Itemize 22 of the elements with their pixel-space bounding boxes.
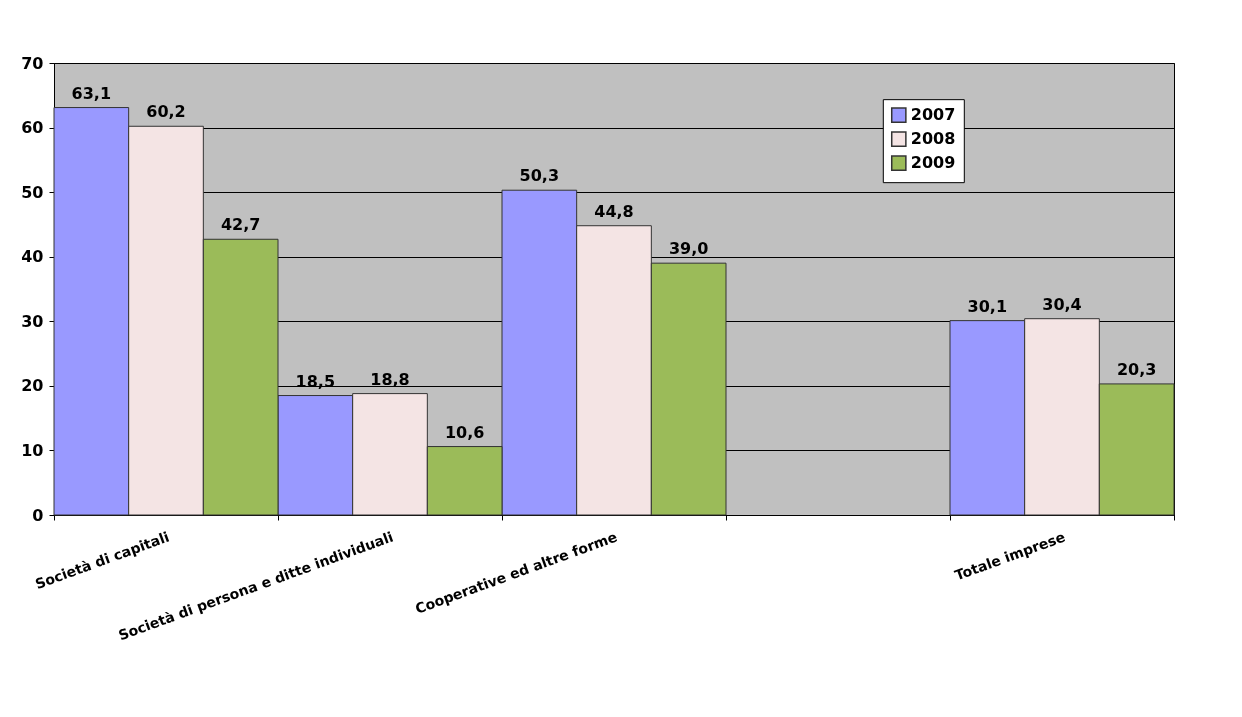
y-tick-label: 60 — [21, 118, 44, 138]
data-label: 63,1 — [71, 83, 112, 103]
data-label: 18,8 — [370, 369, 410, 389]
data-label: 60,2 — [146, 102, 186, 122]
legend-label: 2007 — [910, 105, 956, 125]
data-label: 30,4 — [1042, 294, 1082, 314]
data-label: 44,8 — [594, 201, 634, 221]
legend-label: 2009 — [910, 153, 956, 173]
data-label: 30,1 — [967, 296, 1008, 316]
data-label: 42,7 — [220, 215, 261, 235]
y-tick-label: 30 — [21, 311, 44, 331]
data-label: 10,6 — [444, 422, 485, 442]
data-label: 50,3 — [519, 166, 560, 186]
legend-label: 2008 — [910, 129, 956, 149]
y-tick-label: 70 — [21, 53, 44, 73]
data-label: 20,3 — [1116, 359, 1157, 379]
y-tick-label: 50 — [21, 182, 44, 202]
y-tick-label: 10 — [21, 440, 44, 460]
y-tick-label: 20 — [21, 376, 44, 396]
y-tick-label: 40 — [21, 247, 44, 267]
y-tick-label: 0 — [32, 505, 44, 525]
data-label: 39,0 — [668, 239, 709, 259]
